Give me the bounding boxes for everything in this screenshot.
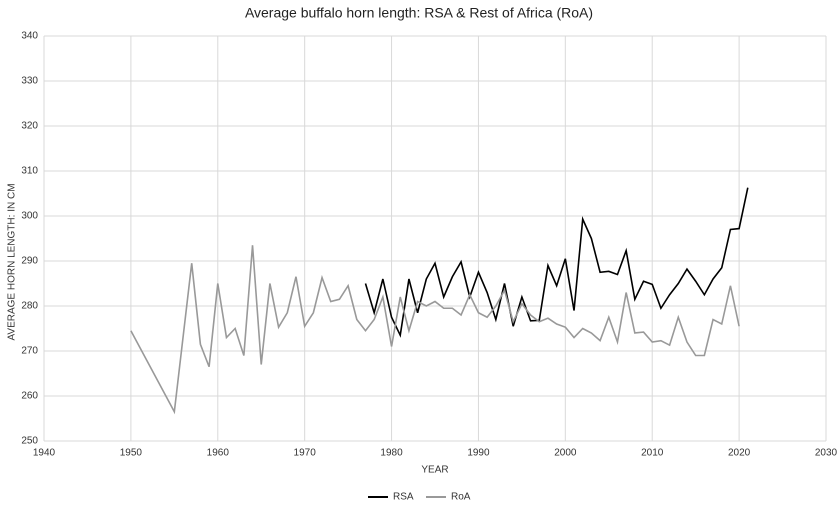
x-tick-label: 1960	[207, 448, 230, 459]
x-tick-label: 1950	[120, 448, 143, 459]
y-tick-label: 250	[21, 436, 38, 447]
y-tick-label: 320	[21, 121, 38, 132]
x-tick-label: 1990	[467, 448, 490, 459]
x-tick-label: 1940	[33, 448, 56, 459]
y-tick-label: 330	[21, 76, 38, 87]
y-tick-label: 270	[21, 346, 38, 357]
chart-title: Average buffalo horn length: RSA & Rest …	[245, 5, 593, 21]
y-tick-label: 280	[21, 301, 38, 312]
data-line	[130, 245, 740, 415]
y-tick-label: 340	[21, 31, 38, 42]
x-tick-label: 1980	[380, 448, 403, 459]
y-axis-label: AVERAGE HORN LENGTH: IN CM	[7, 183, 18, 340]
x-tick-label: 2010	[641, 448, 664, 459]
x-tick-label: 1970	[294, 448, 317, 459]
y-tick-label: 290	[21, 256, 38, 267]
x-tick-label: 2020	[728, 448, 751, 459]
x-axis-label: YEAR	[421, 465, 448, 476]
legend-label: RoA	[451, 492, 471, 503]
x-tick-label: 2000	[554, 448, 577, 459]
x-tick-label: 2030	[815, 448, 838, 459]
data-line	[364, 187, 749, 338]
legend-label: RSA	[393, 492, 414, 503]
y-tick-label: 260	[21, 391, 38, 402]
y-tick-label: 300	[21, 211, 38, 222]
y-tick-label: 310	[21, 166, 38, 177]
